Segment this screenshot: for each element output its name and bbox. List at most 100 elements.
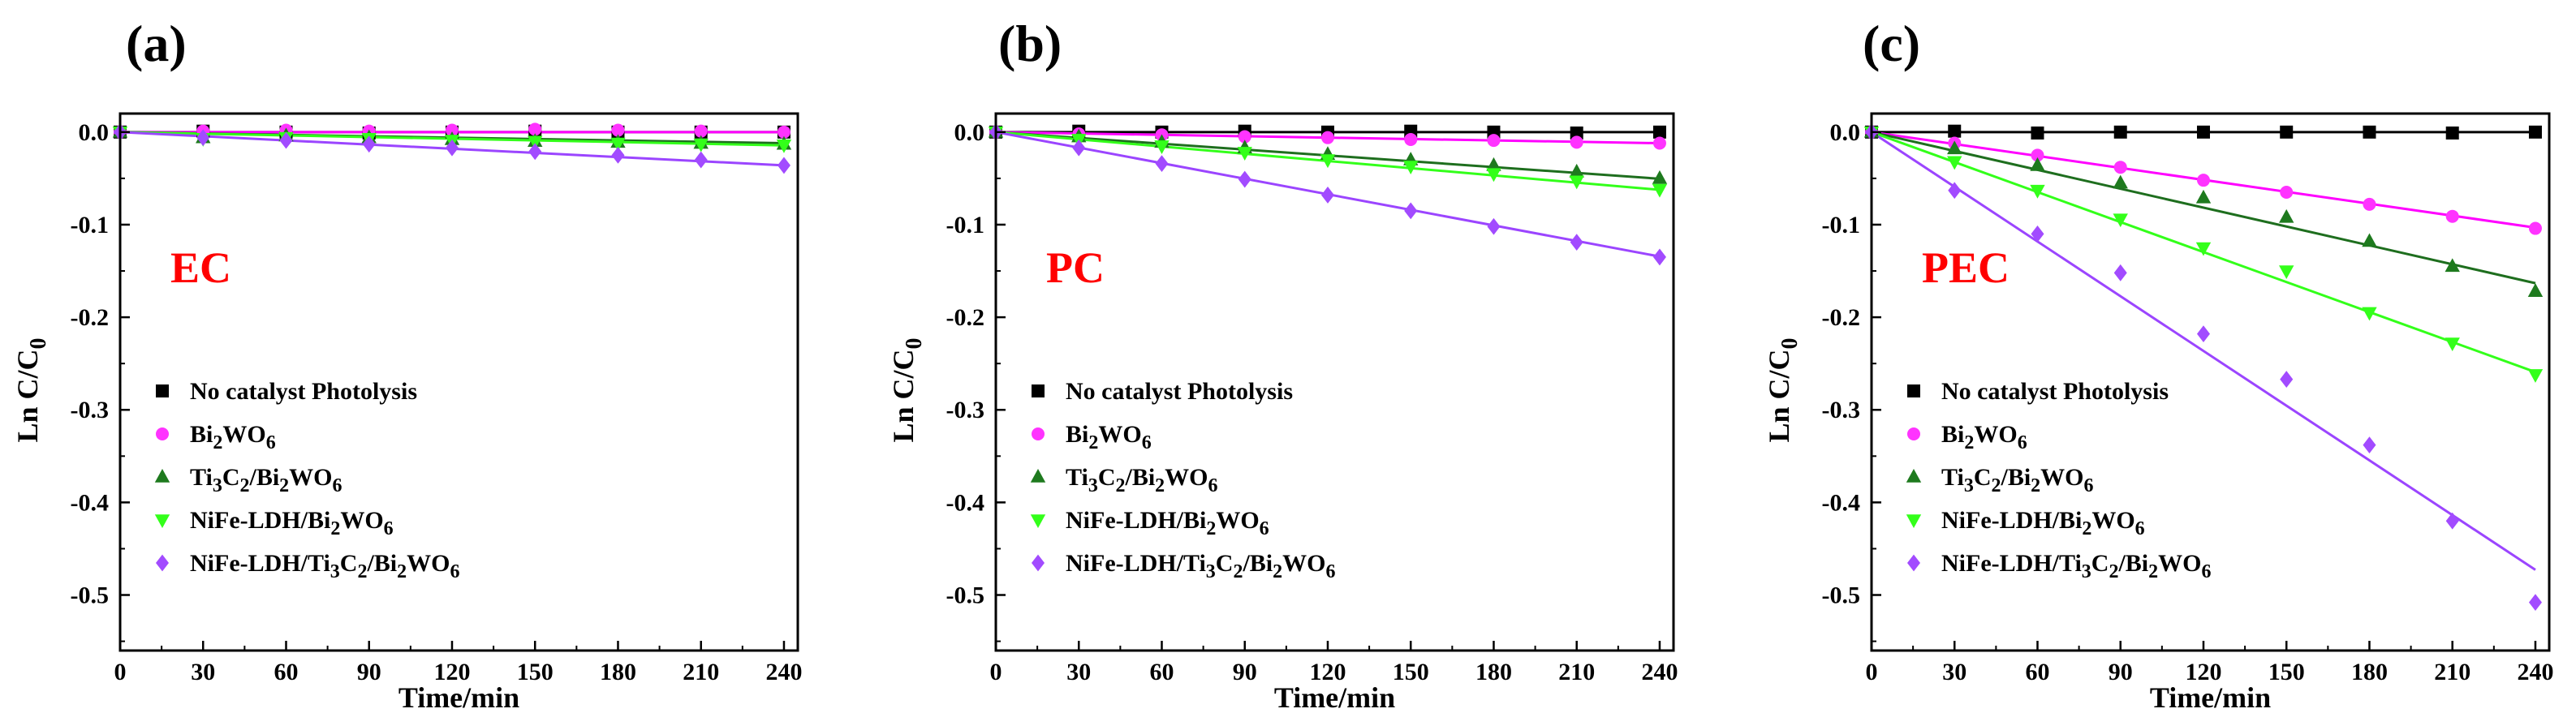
data-point-series-4 bbox=[1652, 183, 1668, 198]
data-point-series-1 bbox=[1652, 125, 1666, 139]
data-point-series-4 bbox=[1154, 140, 1170, 154]
data-point-series-5 bbox=[2113, 264, 2127, 281]
data-point-series-5 bbox=[196, 129, 210, 147]
legend-marker-series-1 bbox=[156, 384, 169, 397]
legend-label-series-1: No catalyst Photolysis bbox=[1066, 378, 1293, 405]
x-axis-label: Time/min bbox=[398, 681, 519, 713]
data-point-series-1 bbox=[2196, 125, 2210, 139]
legend-label-series-4: NiFe-LDH/Bi2WO6 bbox=[1941, 507, 2145, 539]
x-tick-label: 60 bbox=[274, 659, 298, 685]
legend-label-series-1: No catalyst Photolysis bbox=[190, 378, 417, 405]
data-point-series-2 bbox=[1404, 132, 1418, 146]
fit-line-series-5 bbox=[1871, 131, 2536, 571]
data-point-series-2 bbox=[1570, 135, 1583, 149]
data-point-series-3 bbox=[1652, 170, 1668, 184]
data-point-series-2 bbox=[694, 124, 708, 138]
y-tick-label: 0.0 bbox=[79, 119, 110, 146]
panel-letter: (c) bbox=[1863, 15, 1920, 72]
data-point-series-4 bbox=[2030, 184, 2045, 199]
data-point-series-2 bbox=[2528, 221, 2542, 235]
data-point-series-2 bbox=[2196, 174, 2210, 187]
data-point-series-5 bbox=[1320, 187, 1334, 204]
data-point-series-4 bbox=[2279, 265, 2294, 280]
data-point-series-4 bbox=[528, 135, 543, 150]
y-tick-label: -0.5 bbox=[71, 582, 110, 609]
data-point-series-4 bbox=[693, 138, 709, 152]
data-point-series-4 bbox=[776, 140, 792, 153]
data-point-series-1 bbox=[2445, 126, 2459, 140]
x-tick-label: 60 bbox=[1149, 659, 1174, 685]
data-point-series-4 bbox=[2527, 369, 2544, 383]
data-point-series-4 bbox=[1569, 175, 1584, 190]
data-point-series-5 bbox=[2528, 594, 2542, 612]
legend-marker-series-5 bbox=[156, 554, 169, 572]
legend-label-series-3: Ti3C2/Bi2WO6 bbox=[190, 464, 342, 496]
data-point-series-5 bbox=[1487, 217, 1501, 235]
x-tick-label: 30 bbox=[1942, 659, 1966, 685]
data-point-series-1 bbox=[2280, 125, 2294, 139]
x-tick-label: 180 bbox=[1475, 659, 1512, 685]
data-point-series-1 bbox=[2363, 125, 2376, 139]
legend-marker-series-2 bbox=[1907, 427, 1920, 440]
y-tick-label: -0.1 bbox=[1822, 212, 1861, 238]
data-point-series-3 bbox=[2279, 208, 2294, 223]
plot-frame bbox=[994, 112, 1675, 652]
y-tick-label: -0.4 bbox=[71, 489, 110, 516]
legend-label-series-2: Bi2WO6 bbox=[1941, 421, 2027, 453]
data-point-series-4 bbox=[1237, 147, 1252, 161]
y-tick-label: -0.3 bbox=[946, 397, 985, 423]
plot-frame bbox=[1870, 112, 2551, 652]
chart-panel-2: (b) 0 30 60 90 120 150 180 210 240 0.0 -0.1 -0.2 -0.3… bbox=[887, 15, 1678, 713]
x-tick-label: 90 bbox=[357, 659, 381, 685]
legend-label-series-4: NiFe-LDH/Bi2WO6 bbox=[190, 507, 394, 539]
legend-marker-series-3 bbox=[1030, 469, 1046, 483]
x-tick-label: 90 bbox=[1233, 659, 1257, 685]
x-tick-label: 180 bbox=[600, 659, 636, 685]
y-tick-label: -0.4 bbox=[946, 489, 985, 516]
y-tick-label: -0.4 bbox=[1822, 489, 1861, 516]
data-point-series-5 bbox=[1948, 182, 1962, 200]
x-tick-label: 150 bbox=[2268, 659, 2305, 685]
data-point-series-5 bbox=[2031, 225, 2044, 243]
fit-line-series-3 bbox=[1871, 131, 2536, 285]
data-point-series-3 bbox=[2195, 189, 2212, 204]
data-point-series-2 bbox=[528, 122, 542, 136]
legend-marker-series-4 bbox=[1030, 514, 1046, 528]
legend-label-series-2: Bi2WO6 bbox=[1066, 421, 1152, 453]
x-tick-label: 120 bbox=[1309, 659, 1346, 685]
data-point-series-4 bbox=[610, 137, 626, 152]
legend-marker-series-5 bbox=[1032, 554, 1045, 572]
data-point-series-4 bbox=[1947, 156, 1962, 170]
data-point-series-1 bbox=[2031, 126, 2044, 140]
data-point-series-5 bbox=[362, 135, 376, 153]
data-point-series-1 bbox=[2113, 125, 2127, 139]
data-point-series-2 bbox=[1238, 130, 1251, 144]
x-tick-label: 240 bbox=[1641, 659, 1678, 685]
y-tick-label: -0.2 bbox=[71, 304, 110, 331]
legend-label-series-4: NiFe-LDH/Bi2WO6 bbox=[1066, 507, 1269, 539]
data-point-series-5 bbox=[1652, 248, 1666, 266]
mode-label: EC bbox=[170, 243, 231, 292]
data-point-series-2 bbox=[1652, 136, 1666, 150]
data-point-series-5 bbox=[1238, 170, 1251, 188]
y-tick-label: -0.3 bbox=[1822, 397, 1861, 423]
y-tick-label: 0.0 bbox=[954, 119, 985, 146]
data-point-series-2 bbox=[1320, 131, 1334, 144]
legend-label-series-3: Ti3C2/Bi2WO6 bbox=[1066, 464, 1218, 496]
data-point-series-2 bbox=[2280, 186, 2294, 200]
data-point-series-4 bbox=[2113, 213, 2128, 228]
data-point-series-5 bbox=[1404, 202, 1418, 220]
legend-marker-series-5 bbox=[1907, 554, 1920, 572]
y-axis-label: Ln C/C0 bbox=[1763, 337, 1803, 442]
data-point-series-3 bbox=[2445, 258, 2460, 273]
x-tick-label: 90 bbox=[2109, 659, 2133, 685]
y-tick-label: -0.1 bbox=[71, 212, 110, 238]
data-point-series-2 bbox=[2113, 161, 2127, 174]
y-tick-label: -0.5 bbox=[946, 582, 985, 609]
data-point-series-2 bbox=[445, 123, 459, 137]
x-axis-label: Time/min bbox=[1274, 681, 1395, 713]
data-point-series-3 bbox=[1947, 140, 1962, 155]
x-tick-label: 210 bbox=[1558, 659, 1595, 685]
data-point-series-5 bbox=[2196, 325, 2210, 343]
